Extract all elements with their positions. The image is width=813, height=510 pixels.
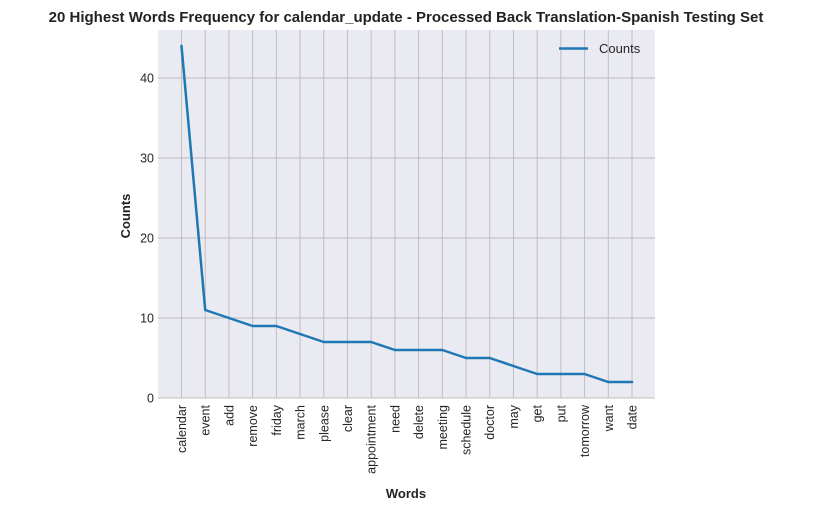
x-tick-label: get: [531, 404, 545, 422]
x-tick-label: appointment: [365, 404, 379, 473]
series-layer: [180, 44, 634, 384]
data-point: [369, 340, 373, 344]
x-axis-label: Words: [386, 486, 426, 501]
x-tick-label: clear: [341, 405, 355, 432]
data-point: [559, 372, 563, 376]
data-point: [607, 380, 610, 384]
data-point: [180, 44, 183, 48]
plot-area: [158, 30, 655, 398]
chart-title: 20 Highest Words Frequency for calendar_…: [49, 9, 764, 26]
data-point: [464, 356, 468, 360]
x-tick-label: please: [317, 405, 331, 442]
legend: Counts: [559, 41, 641, 56]
series-line-counts: [180, 44, 634, 384]
y-axis-label: Counts: [118, 194, 133, 239]
data-point: [346, 340, 349, 344]
data-point: [417, 348, 420, 352]
x-tick-label: march: [294, 405, 308, 440]
data-point: [630, 380, 634, 384]
y-tick-label: 20: [140, 232, 154, 246]
y-axis: 0 10 20 30 40: [140, 72, 154, 406]
x-tick-label: event: [199, 404, 213, 435]
x-tick-label: delete: [412, 405, 426, 439]
x-tick-label: remove: [246, 405, 260, 447]
x-tick-label: put: [554, 404, 568, 422]
y-tick-label: 40: [140, 72, 154, 86]
y-tick-label: 30: [140, 152, 154, 166]
x-tick-label: schedule: [460, 405, 474, 455]
data-point: [322, 340, 325, 344]
data-point: [227, 316, 231, 320]
data-point: [251, 324, 254, 328]
data-point: [488, 356, 491, 360]
x-tick-label: meeting: [436, 405, 450, 450]
x-tick-label: calendar: [175, 405, 189, 453]
data-point: [441, 348, 444, 352]
x-tick-label: date: [626, 405, 640, 429]
x-tick-label: want: [602, 404, 616, 432]
data-point: [204, 308, 207, 312]
y-tick-label: 0: [147, 392, 154, 406]
x-tick-label: add: [222, 405, 236, 426]
data-point: [298, 332, 302, 336]
x-tick-label: doctor: [483, 405, 497, 440]
x-axis: calendar event add remove friday march please c…: [175, 404, 640, 474]
x-tick-label: tomorrow: [578, 404, 592, 457]
data-point: [512, 364, 515, 368]
data-point: [275, 324, 278, 328]
x-tick-label: may: [507, 404, 521, 428]
y-tick-label: 10: [140, 312, 154, 326]
grid: [158, 30, 655, 399]
data-point: [583, 372, 586, 376]
data-point: [535, 372, 539, 376]
data-point: [393, 348, 397, 352]
x-tick-label: need: [388, 405, 402, 433]
x-tick-label: friday: [270, 404, 284, 435]
legend-label-counts: Counts: [599, 41, 641, 56]
